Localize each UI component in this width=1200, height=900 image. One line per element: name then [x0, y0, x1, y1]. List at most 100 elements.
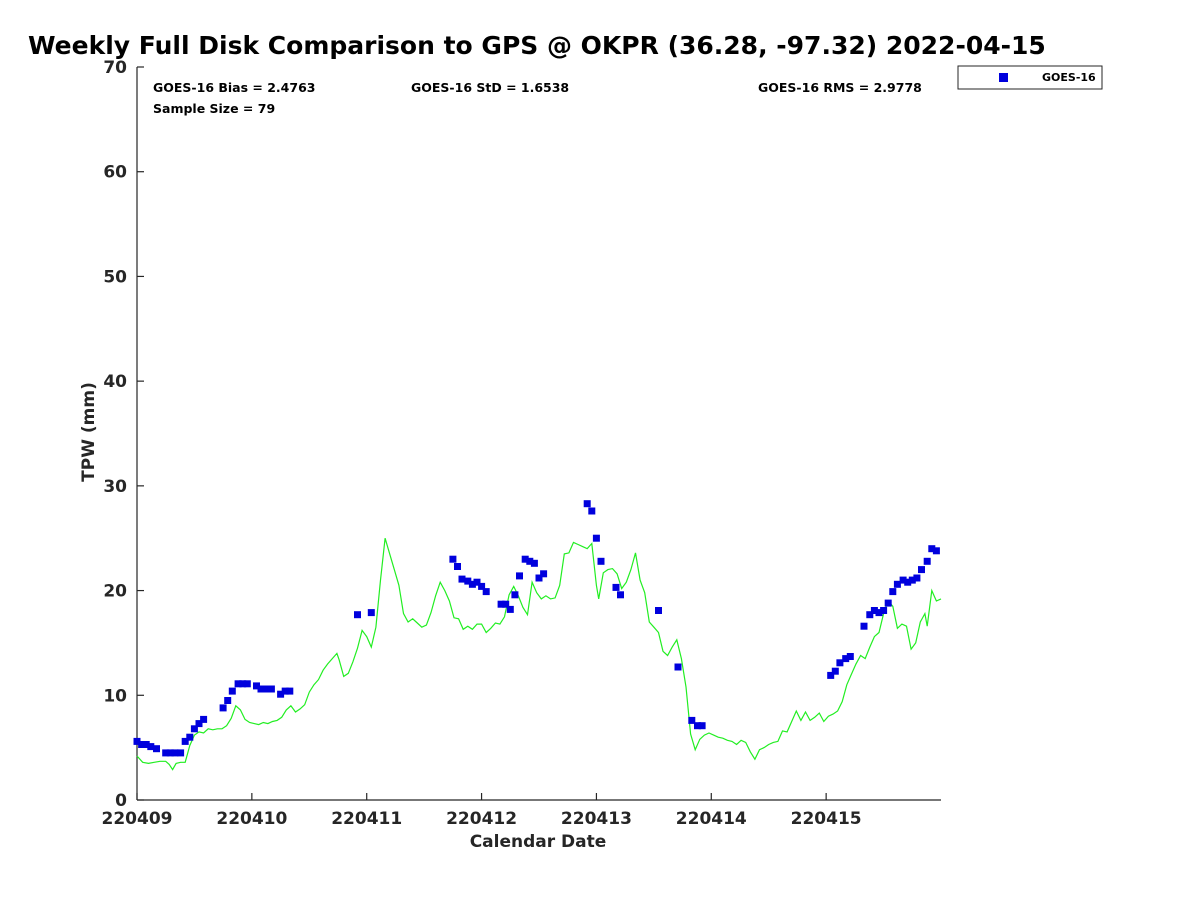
goes16-point: [674, 663, 682, 671]
goes16-point: [177, 749, 185, 757]
goes16-point: [904, 578, 912, 586]
goes16-point: [583, 500, 591, 508]
goes16-point: [836, 659, 844, 667]
goes16-point: [219, 704, 227, 712]
goes16-point: [473, 578, 481, 586]
goes16-point: [908, 576, 916, 584]
sample-size-stat: Sample Size = 79: [153, 101, 275, 116]
goes16-point: [133, 737, 141, 745]
goes16-point: [846, 653, 854, 660]
goes16-point: [138, 741, 146, 748]
goes16-point: [540, 570, 548, 578]
x-tick-label: 220413: [561, 809, 632, 829]
goes16-point: [181, 737, 189, 745]
goes16-point: [860, 622, 868, 630]
goes16-point: [893, 580, 901, 588]
legend-label-goes16: GOES-16: [1042, 71, 1096, 84]
legend-box: [957, 65, 1103, 90]
gps-line-layer: [136, 538, 942, 771]
goes16-point: [267, 685, 275, 693]
goes16-point: [482, 588, 490, 596]
axes: [136, 67, 941, 801]
goes16-point: [454, 563, 461, 570]
goes16-point: [698, 722, 706, 730]
goes16-point: [354, 611, 361, 619]
goes16-point: [831, 667, 839, 675]
goes16-point: [239, 680, 247, 688]
goes16-point: [190, 725, 198, 733]
goes16-point: [162, 749, 170, 757]
std-stat: GOES-16 StD = 1.6538: [411, 80, 569, 95]
legend: GOES-16: [957, 65, 1103, 90]
goes16-point: [884, 599, 892, 607]
rms-stat: GOES-16 RMS = 2.9778: [758, 80, 922, 95]
goes16-point: [889, 588, 897, 596]
goes16-point: [530, 559, 538, 567]
goes16-point: [253, 682, 260, 690]
goes16-point: [535, 574, 543, 582]
goes16-point: [617, 591, 624, 599]
y-tick-label: 70: [103, 58, 127, 78]
y-tick-label: 10: [103, 686, 127, 706]
goes16-point: [286, 687, 294, 695]
goes16-point: [521, 555, 529, 563]
goes16-point: [449, 555, 457, 563]
goes16-point: [827, 671, 835, 679]
goes16-point: [880, 607, 888, 614]
goes16-point: [612, 583, 620, 591]
x-ticks: 220409 220410 220411 220412 220413 220414 2204…: [102, 793, 862, 829]
goes16-point: [458, 575, 466, 583]
goes16-point: [688, 716, 696, 724]
bias-stat: GOES-16 Bias = 2.4763: [153, 80, 315, 95]
goes16-point: [478, 582, 486, 590]
chart-title: Weekly Full Disk Comparison to GPS @ OKP…: [28, 31, 1046, 60]
goes16-point: [281, 687, 289, 695]
goes16-point: [592, 534, 600, 542]
x-tick-label: 220415: [791, 809, 862, 829]
goes16-point: [516, 572, 523, 580]
goes16-point: [502, 600, 510, 608]
goes16-point: [262, 685, 270, 693]
goes16-point: [511, 591, 519, 599]
goes16-point: [875, 609, 883, 617]
goes16-point: [870, 607, 878, 614]
goes16-point: [899, 576, 907, 584]
gps-tpw-line: [136, 538, 942, 771]
goes16-point: [186, 733, 194, 741]
goes16-point: [367, 609, 375, 617]
x-tick-label: 220414: [676, 809, 747, 829]
goes16-point: [506, 605, 514, 613]
goes16-point: [588, 507, 596, 515]
x-tick-label: 220411: [331, 809, 402, 829]
goes16-point: [195, 720, 203, 728]
goes16-point: [142, 741, 150, 748]
goes16-point: [228, 687, 236, 695]
y-tick-label: 50: [103, 267, 127, 287]
goes16-point: [918, 566, 925, 574]
goes16-point: [526, 557, 534, 565]
y-tick-label: 0: [115, 791, 127, 811]
legend-marker-square: [999, 73, 1008, 82]
goes16-point: [842, 655, 850, 663]
goes16-point-layer: [133, 500, 940, 757]
y-tick-label: 40: [103, 372, 127, 392]
y-tick-label: 20: [103, 582, 127, 602]
goes16-point: [234, 680, 242, 688]
goes16-point: [597, 557, 605, 565]
goes16-point: [277, 690, 285, 698]
x-tick-label: 220412: [446, 809, 517, 829]
goes16-point: [224, 697, 232, 704]
x-axis-label: Calendar Date: [470, 832, 607, 852]
x-tick-label: 220410: [216, 809, 287, 829]
goes16-point: [694, 722, 701, 730]
y-axis-label: TPW (mm): [79, 382, 99, 482]
goes16-point: [200, 715, 208, 723]
y-tick-label: 30: [103, 477, 127, 497]
x-tick-label: 220409: [102, 809, 173, 829]
goes16-point: [913, 574, 921, 582]
goes16-point: [655, 607, 662, 614]
goes16-point: [243, 680, 251, 688]
goes16-point: [166, 749, 174, 757]
goes16-point: [497, 600, 505, 608]
